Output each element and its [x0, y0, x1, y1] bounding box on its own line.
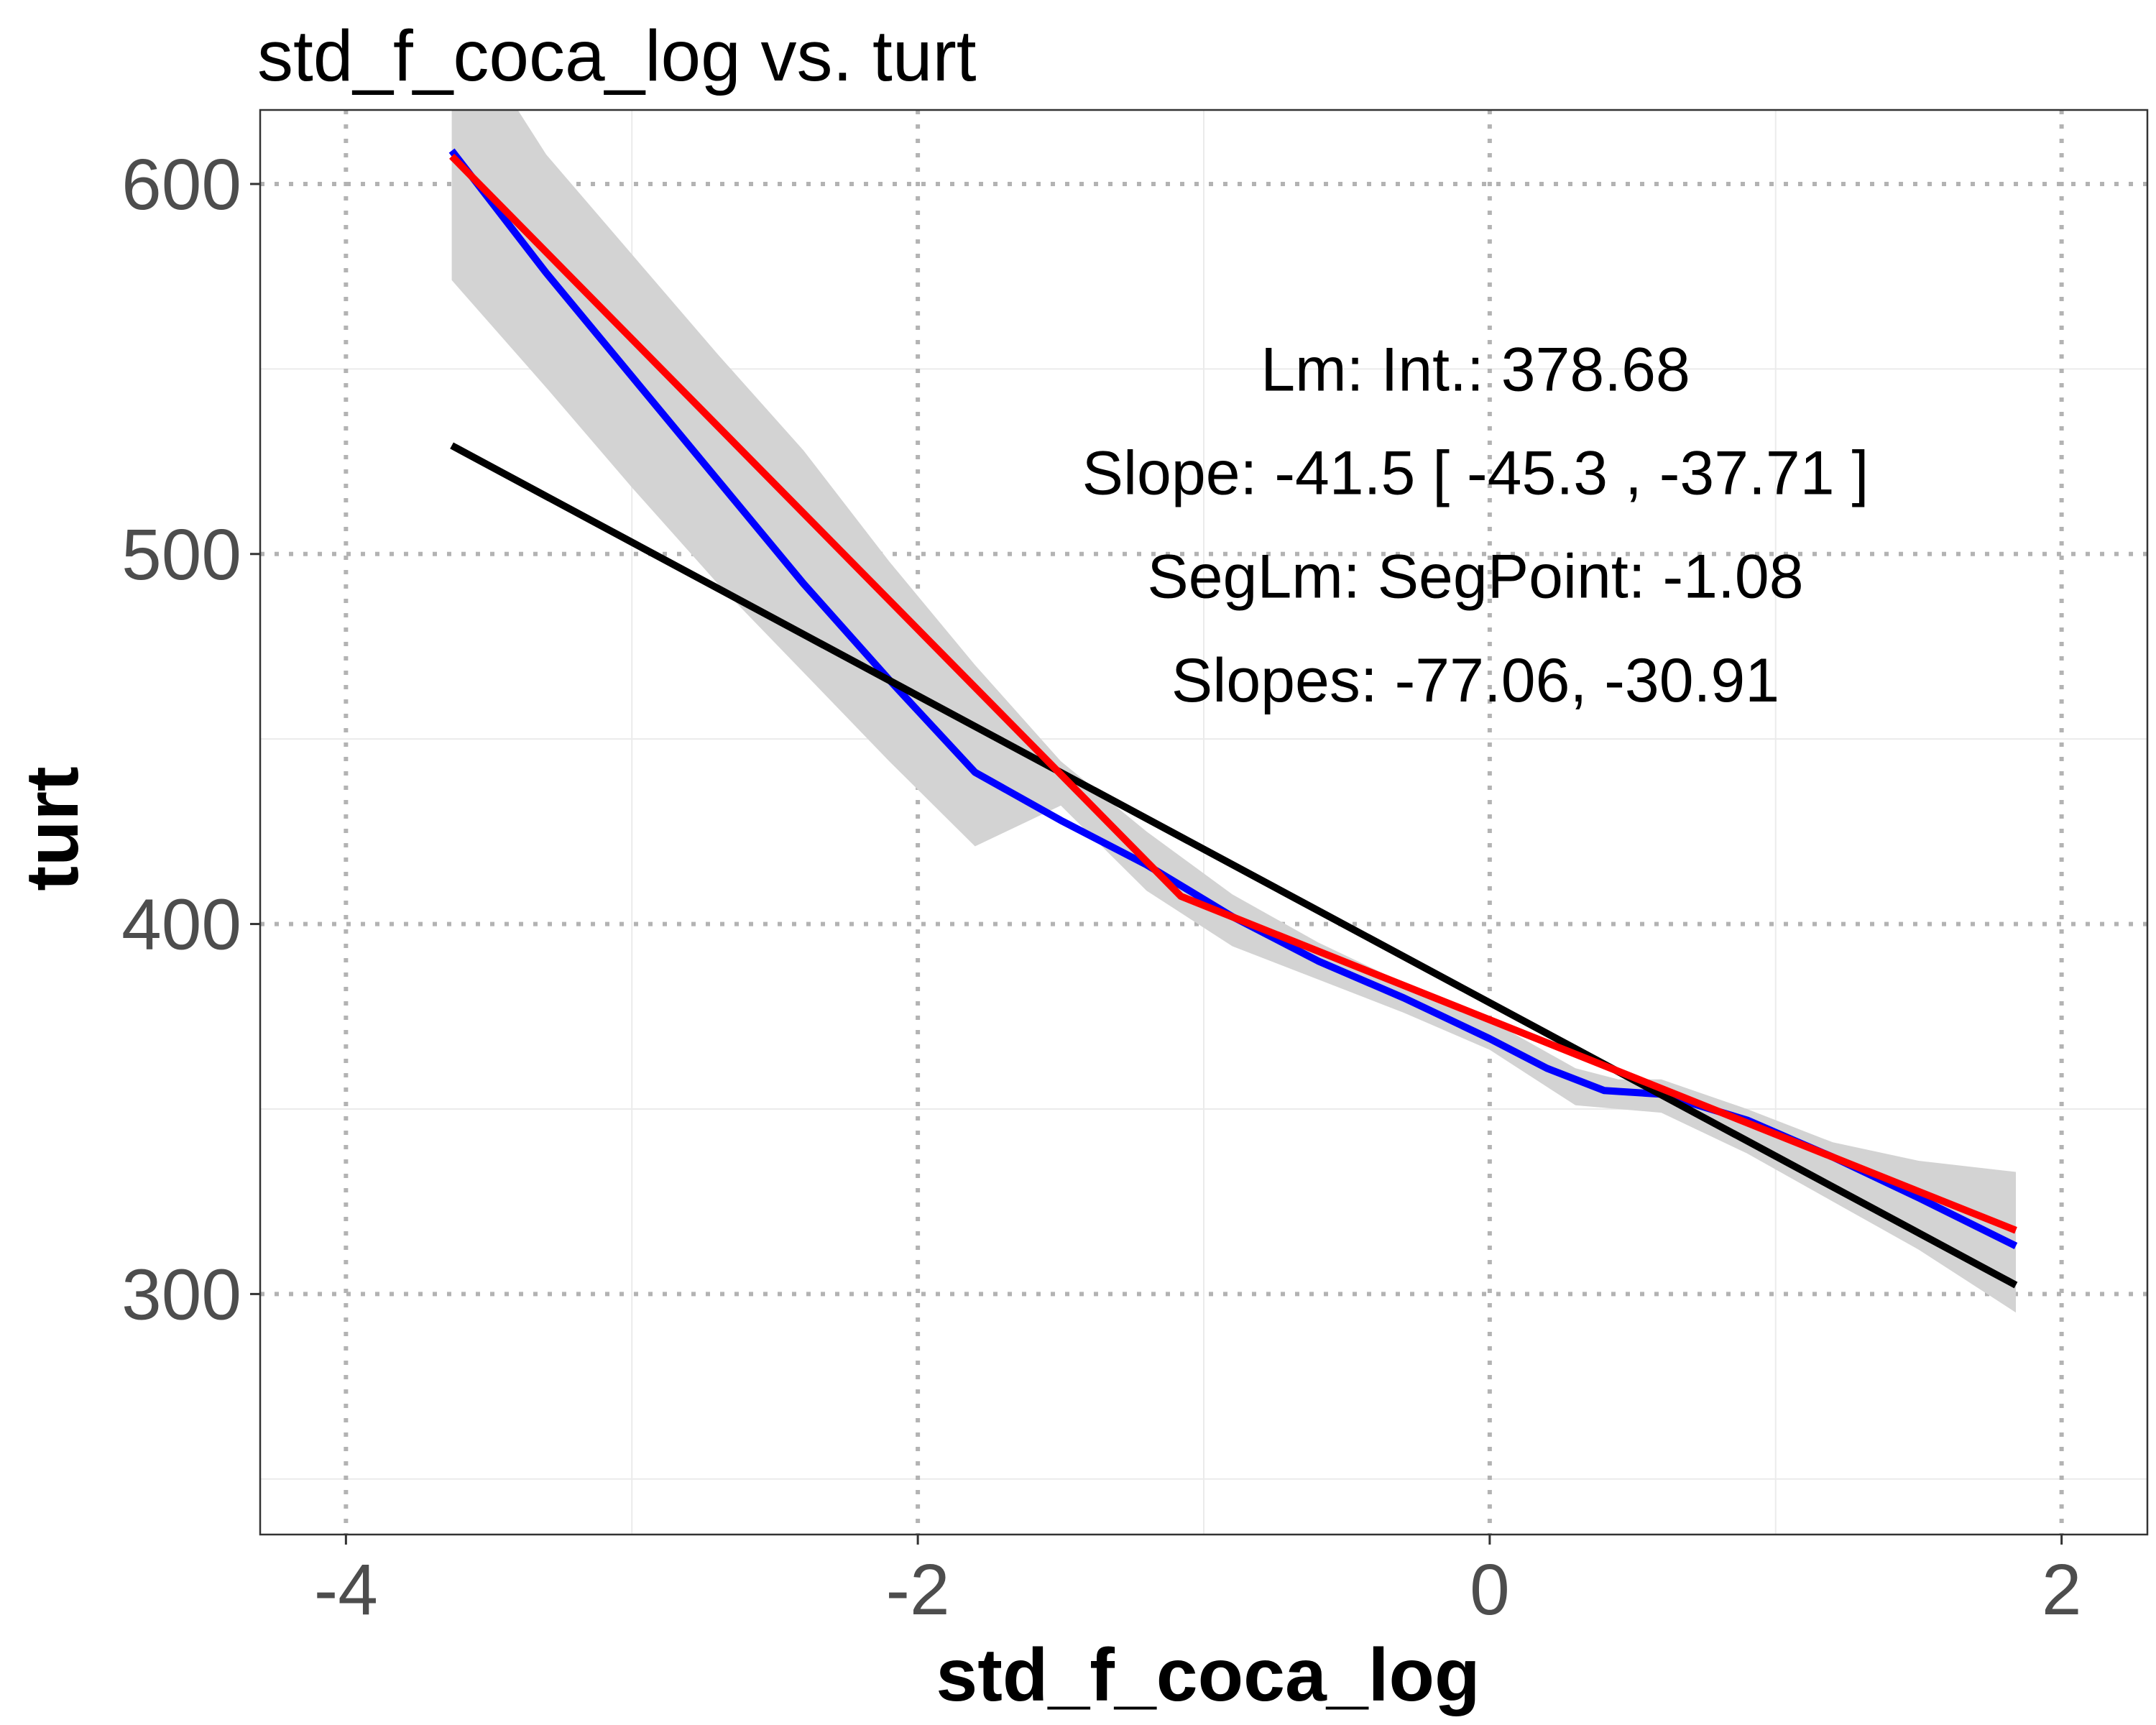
annotation-layer: Lm: Int.: 378.68 Slope: -41.5 [ -45.3 , -…	[1082, 335, 1869, 714]
x-tick-label: -4	[314, 1550, 378, 1630]
tick-layer: -4 -2 0 2 300 400 500 600	[121, 144, 2081, 1630]
x-axis-title: std_f_coca_log	[936, 1634, 1480, 1717]
y-tick-label: 500	[121, 515, 241, 595]
annotation-line: Lm: Int.: 378.68	[1261, 335, 1690, 404]
y-tick-label: 600	[121, 144, 241, 225]
y-axis-title: turt	[11, 766, 94, 891]
annotation-line: Slope: -41.5 [ -45.3 , -37.71 ]	[1082, 439, 1869, 508]
panel-border	[259, 109, 2149, 1536]
confidence-band	[451, 110, 2016, 1313]
y-tick-label: 400	[121, 885, 241, 965]
series-line-segmented	[449, 153, 2017, 1234]
x-tick-label: 0	[1470, 1550, 1510, 1630]
series-layer	[448, 110, 2018, 1313]
x-tick-label: 2	[2042, 1550, 2082, 1630]
y-tick-label: 300	[121, 1254, 241, 1335]
chart-title: std_f_coca_log vs. turt	[257, 16, 977, 96]
x-tick-label: -2	[886, 1550, 950, 1630]
annotation-line: SegLm: SegPoint: -1.08	[1147, 543, 1803, 612]
annotation-line: Slopes: -77.06, -30.91	[1171, 646, 1779, 715]
series-line-lm	[450, 442, 2018, 1289]
